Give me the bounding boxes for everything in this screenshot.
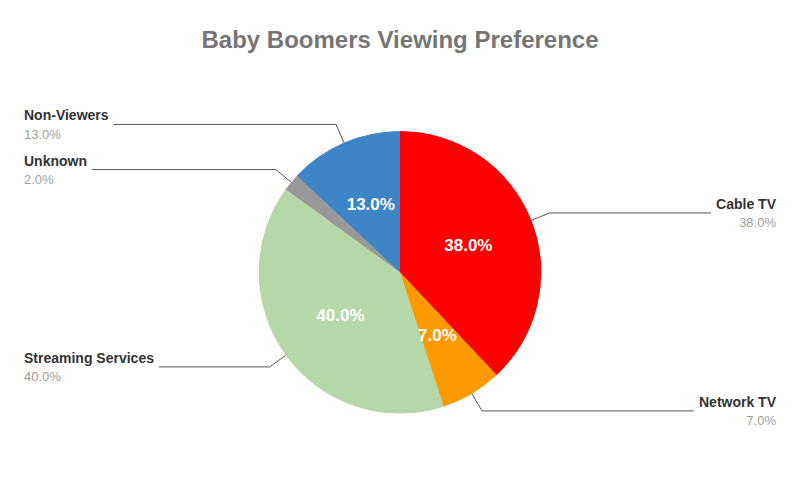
- svg-text:Non-Viewers: Non-Viewers: [24, 107, 109, 123]
- svg-text:Baby Boomers Viewing Preferenc: Baby Boomers Viewing Preference: [201, 26, 598, 53]
- svg-text:38.0%: 38.0%: [739, 215, 776, 230]
- svg-text:40.0%: 40.0%: [24, 369, 61, 384]
- svg-text:7.0%: 7.0%: [746, 413, 776, 428]
- svg-text:7.0%: 7.0%: [418, 326, 457, 345]
- svg-text:Cable TV: Cable TV: [716, 196, 777, 212]
- svg-text:Streaming Services: Streaming Services: [24, 350, 154, 366]
- svg-text:13.0%: 13.0%: [24, 127, 61, 142]
- svg-text:Network TV: Network TV: [699, 394, 777, 410]
- svg-text:2.0%: 2.0%: [24, 172, 54, 187]
- svg-text:40.0%: 40.0%: [316, 306, 364, 325]
- svg-text:13.0%: 13.0%: [347, 195, 395, 214]
- svg-text:Unknown: Unknown: [24, 153, 87, 169]
- svg-text:38.0%: 38.0%: [444, 236, 492, 255]
